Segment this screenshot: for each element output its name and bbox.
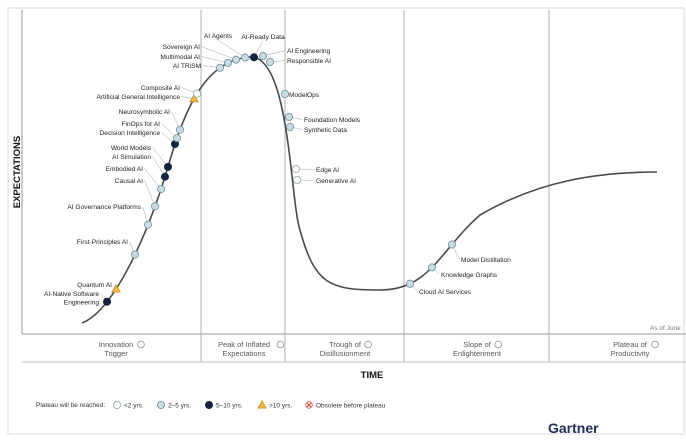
phase-label: Productivity (611, 349, 650, 358)
phase-label: Expectations (223, 349, 266, 358)
innovation-marker[interactable] (150, 202, 159, 211)
innovation-label: Causal AI (115, 178, 143, 185)
innovation-label: ModelOps (289, 92, 320, 99)
innovation-label: AI-Native Software (44, 291, 99, 298)
innovation-marker[interactable] (231, 55, 240, 64)
x-axis-label: TIME (361, 370, 384, 381)
innovation-label: AI TRiSM (173, 63, 201, 70)
innovation-label: Model Distillation (461, 257, 511, 264)
phase-label: Slope of (463, 340, 491, 349)
outer-frame (7, 7, 685, 435)
innovation-label: AI Simulation (112, 154, 151, 161)
info-icon[interactable] (137, 340, 145, 349)
innovation-label: Cloud AI Services (419, 289, 472, 296)
legend-item-label: <2 yrs. (124, 403, 144, 410)
legend-marker[interactable] (204, 400, 213, 409)
innovation-label: Embodied AI (106, 166, 144, 173)
innovation-label: Generative AI (316, 178, 356, 185)
legend-item-label: Obsolete before plateau (316, 403, 386, 410)
innovation-label: Composite AI (141, 85, 180, 92)
innovation-marker[interactable] (143, 220, 152, 229)
hype-curve (81, 56, 658, 324)
legend-item-label: >10 yrs. (269, 403, 292, 410)
innovation-marker[interactable] (175, 125, 184, 134)
innovation-marker[interactable] (163, 162, 172, 171)
legend-marker[interactable] (257, 400, 267, 409)
innovation-label: Knowledge Graphs (441, 272, 498, 279)
legend-title: Plateau will be reached: (36, 402, 105, 409)
legend-marker[interactable] (113, 400, 122, 409)
innovation-label: AI Agents (204, 33, 233, 40)
legend-marker[interactable] (156, 400, 165, 409)
leader-line (201, 46, 237, 60)
phase-label: Trough of (329, 340, 362, 349)
innovation-marker[interactable] (285, 123, 294, 132)
innovation-marker[interactable] (172, 134, 181, 143)
innovation-marker[interactable] (292, 175, 301, 184)
innovation-label: First-Principles AI (77, 239, 128, 246)
legend-item-label: 5–10 yrs. (216, 403, 243, 410)
innovation-label: Multimodal AI (160, 54, 200, 61)
innovation-marker[interactable] (258, 52, 267, 61)
phase-label: Enlightenment (453, 349, 502, 358)
innovation-label: Foundation Models (304, 117, 361, 124)
innovation-marker[interactable] (240, 53, 249, 62)
y-axis-label: EXPECTATIONS (12, 136, 23, 209)
innovation-label: Engineering (64, 300, 100, 307)
info-icon[interactable] (651, 340, 659, 349)
innovation-marker[interactable] (265, 58, 274, 67)
phase-label: Peak of Inflated (218, 340, 270, 349)
innovation-marker[interactable] (111, 284, 121, 293)
innovation-label: Synthetic Data (304, 127, 347, 134)
innovation-marker[interactable] (284, 113, 293, 122)
innovation-label: World Models (111, 145, 152, 152)
innovation-marker[interactable] (447, 240, 456, 249)
as-of-label: As of June (650, 325, 681, 332)
phase-label: Trigger (104, 349, 128, 358)
innovation-marker[interactable] (103, 297, 112, 306)
innovation-marker[interactable] (130, 250, 139, 259)
innovation-label: Responsible AI (287, 58, 331, 65)
innovation-label: AI-Ready Data (241, 34, 285, 41)
info-icon[interactable] (494, 340, 502, 349)
info-icon[interactable] (276, 340, 285, 349)
innovation-label: Decision Intelligence (100, 130, 161, 137)
innovation-marker[interactable] (223, 58, 232, 67)
innovation-marker[interactable] (280, 90, 289, 99)
innovation-marker[interactable] (405, 279, 414, 288)
innovation-label: Quantum AI (77, 282, 112, 289)
innovation-marker[interactable] (160, 172, 169, 181)
innovation-label: AI Engineering (287, 48, 331, 55)
innovation-label: Artificial General Intelligence (96, 94, 180, 101)
innovation-marker[interactable] (189, 93, 199, 103)
innovation-label: AI Governance Platforms (67, 204, 141, 211)
innovation-marker[interactable] (249, 53, 258, 62)
leader-line (152, 147, 169, 168)
legend-marker (305, 401, 313, 409)
leader-line (201, 56, 229, 64)
phase-label: Innovation (99, 340, 134, 349)
innovation-label: Edge AI (316, 167, 339, 174)
legend: Plateau will be reached: <2 yrs. 2–5 yrs.… (36, 400, 386, 410)
innovation-marker[interactable] (156, 185, 165, 194)
brand-logo: Gartner (548, 420, 599, 436)
info-icon[interactable] (364, 340, 372, 349)
innovation-marker[interactable] (192, 89, 201, 98)
leader-line (144, 168, 162, 190)
innovation-label: Neurosymbolic AI (119, 109, 170, 116)
innovation-marker[interactable] (291, 164, 300, 173)
innovation-label: Sovereign AI (163, 44, 201, 51)
innovation-marker[interactable] (215, 63, 224, 72)
leader-line (144, 180, 156, 207)
legend-item-label: 2–5 yrs. (168, 403, 191, 410)
leader-line (217, 39, 246, 58)
phase-label: Disillusionment (320, 349, 371, 358)
innovation-label: FinOps for AI (122, 121, 161, 128)
phase-label: Plateau of (613, 340, 648, 349)
innovation-marker[interactable] (427, 263, 436, 272)
